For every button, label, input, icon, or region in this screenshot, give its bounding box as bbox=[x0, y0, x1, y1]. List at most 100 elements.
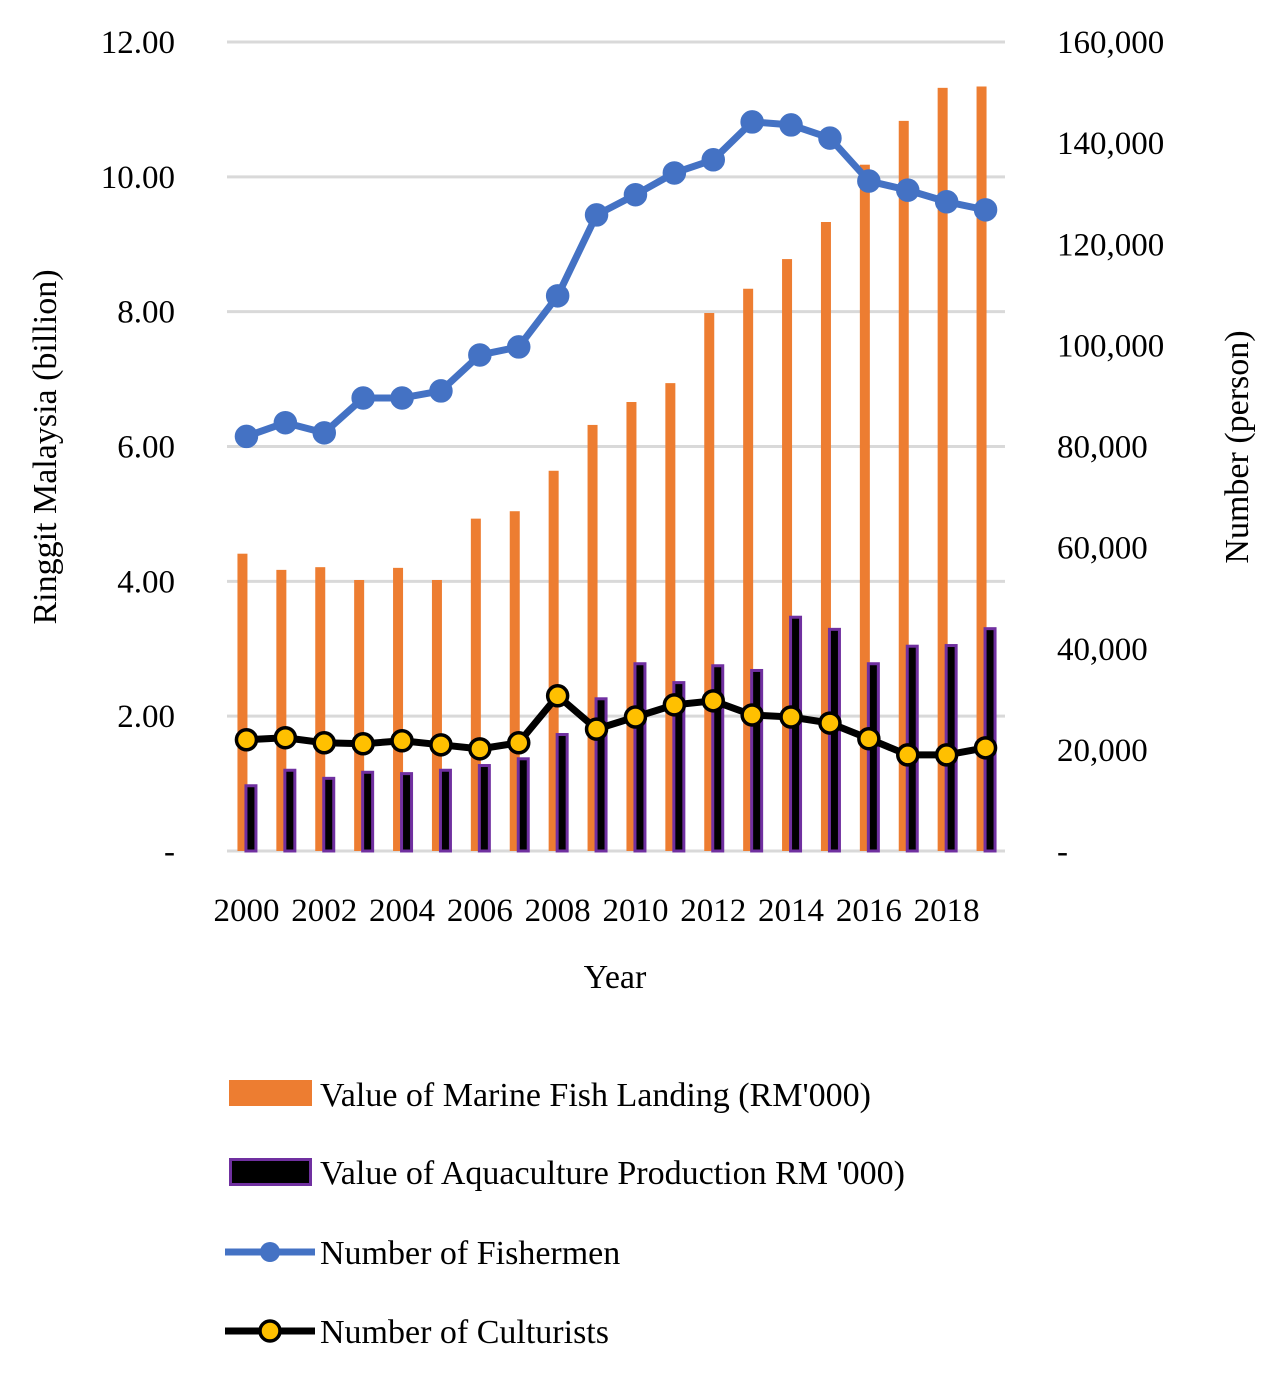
point-fishermen bbox=[584, 203, 609, 227]
point-fishermen bbox=[390, 386, 414, 410]
bar-aquaculture-production bbox=[477, 764, 491, 853]
y-tick-label: 4.00 bbox=[117, 564, 175, 600]
bar-marine-fish-landing bbox=[509, 511, 520, 851]
point-fishermen bbox=[351, 386, 375, 410]
bar-marine-fish-landing bbox=[820, 222, 831, 851]
point-culturists bbox=[662, 693, 687, 717]
x-tick-label: 2014 bbox=[758, 893, 824, 929]
bar-marine-fish-landing bbox=[704, 313, 715, 851]
bar-marine-fish-landing bbox=[743, 288, 754, 851]
point-fishermen bbox=[973, 198, 998, 222]
legend-marker-culturists bbox=[258, 1319, 282, 1343]
legend-label: Value of Aquaculture Production RM '000) bbox=[320, 1155, 905, 1192]
bar-aquaculture-production bbox=[400, 772, 414, 853]
gridlines bbox=[227, 40, 1005, 853]
bar-marine-fish-landing bbox=[587, 424, 598, 851]
bar-aquaculture-production bbox=[789, 615, 803, 853]
point-fishermen bbox=[507, 335, 531, 359]
x-tick-label: 2012 bbox=[680, 893, 746, 929]
point-fishermen bbox=[740, 110, 764, 134]
y2-tick-label: 80,000 bbox=[1057, 430, 1148, 466]
point-culturists bbox=[351, 732, 375, 756]
y2-tick-label: 100,000 bbox=[1057, 328, 1164, 364]
point-culturists bbox=[740, 703, 764, 727]
y2-tick-label: 20,000 bbox=[1057, 733, 1148, 769]
point-culturists bbox=[584, 717, 609, 741]
legend: Value of Marine Fish Landing (RM'000) Val… bbox=[225, 1077, 905, 1351]
legend-label: Number of Culturists bbox=[320, 1314, 609, 1351]
bar-aquaculture-production bbox=[711, 664, 725, 853]
point-fishermen bbox=[857, 169, 881, 193]
legend-marker-fishermen bbox=[260, 1242, 280, 1262]
bar-aquaculture-production bbox=[322, 776, 336, 853]
bars bbox=[237, 86, 997, 853]
bar-aquaculture-production bbox=[361, 770, 375, 853]
point-culturists bbox=[273, 725, 298, 750]
point-fishermen bbox=[623, 182, 648, 207]
bar-aquaculture-production bbox=[866, 662, 880, 853]
point-culturists bbox=[934, 743, 959, 767]
bar-aquaculture-production bbox=[244, 784, 258, 853]
y-tick-label: - bbox=[164, 834, 175, 870]
y2-tick-label: 140,000 bbox=[1057, 126, 1164, 162]
point-fishermen bbox=[662, 161, 687, 185]
bar-marine-fish-landing bbox=[859, 164, 870, 851]
bar-aquaculture-production bbox=[438, 768, 452, 853]
bar-marine-fish-landing bbox=[626, 402, 637, 851]
x-tick-label: 2006 bbox=[447, 893, 513, 929]
point-culturists bbox=[818, 711, 842, 735]
bar-aquaculture-production bbox=[594, 697, 608, 853]
x-axis-label: Year bbox=[584, 959, 647, 996]
bar-marine-fish-landing bbox=[354, 579, 365, 851]
y2-tick-label: - bbox=[1057, 834, 1068, 870]
bar-marine-fish-landing bbox=[665, 383, 676, 851]
x-tick-label: 2004 bbox=[369, 893, 435, 929]
point-culturists bbox=[429, 733, 453, 757]
x-tick-label: 2010 bbox=[602, 893, 668, 929]
y-tick-label: 8.00 bbox=[117, 295, 175, 331]
y-axis-left-label: Ringgit Malaysia (billion) bbox=[27, 269, 64, 624]
y2-tick-label: 40,000 bbox=[1057, 632, 1148, 668]
x-tick-label: 2016 bbox=[836, 893, 902, 929]
bar-marine-fish-landing bbox=[548, 470, 559, 851]
y2-tick-label: 60,000 bbox=[1057, 531, 1148, 567]
point-fishermen bbox=[934, 190, 959, 214]
point-fishermen bbox=[779, 113, 803, 137]
bar-marine-fish-landing bbox=[393, 567, 404, 851]
legend-label: Value of Marine Fish Landing (RM'000) bbox=[320, 1077, 871, 1114]
point-culturists bbox=[507, 731, 531, 755]
x-tick-label: 2000 bbox=[213, 893, 279, 929]
point-fishermen bbox=[545, 284, 570, 308]
point-culturists bbox=[234, 728, 259, 752]
bar-marine-fish-landing bbox=[237, 553, 248, 851]
bar-aquaculture-production bbox=[555, 733, 569, 853]
bar-marine-fish-landing bbox=[976, 86, 987, 852]
bar-aquaculture-production bbox=[283, 768, 297, 853]
y-tick-label: 10.00 bbox=[101, 160, 175, 196]
bar-aquaculture-production bbox=[633, 662, 647, 853]
x-tick-label: 2008 bbox=[525, 893, 591, 929]
x-tick-label: 2002 bbox=[291, 893, 357, 929]
x-axis-ticks: 2000 2002 2004 2006 2008 2010 2012 2014 2016 2018 bbox=[213, 893, 979, 929]
bar-marine-fish-landing bbox=[937, 87, 948, 852]
legend-label: Number of Fishermen bbox=[320, 1235, 620, 1272]
y2-tick-label: 120,000 bbox=[1057, 227, 1164, 263]
bar-marine-fish-landing bbox=[431, 579, 442, 851]
point-fishermen bbox=[468, 343, 492, 367]
bar-aquaculture-production bbox=[750, 668, 764, 853]
point-culturists bbox=[973, 736, 998, 760]
y-axis-right-ticks: - 20,000 40,000 60,000 80,000 100,000 120,000 1… bbox=[1057, 25, 1164, 870]
bar-aquaculture-production bbox=[516, 757, 530, 853]
point-fishermen bbox=[234, 424, 259, 449]
point-fishermen bbox=[312, 421, 336, 445]
point-fishermen bbox=[701, 148, 725, 172]
y-tick-label: 12.00 bbox=[101, 25, 175, 61]
bar-marine-fish-landing bbox=[276, 569, 287, 851]
y-tick-label: 2.00 bbox=[117, 699, 175, 735]
point-culturists bbox=[545, 684, 570, 708]
point-culturists bbox=[857, 727, 881, 751]
y-axis-right-label: Number (person) bbox=[1219, 330, 1256, 563]
bar-marine-fish-landing bbox=[782, 259, 793, 851]
point-culturists bbox=[896, 743, 920, 767]
